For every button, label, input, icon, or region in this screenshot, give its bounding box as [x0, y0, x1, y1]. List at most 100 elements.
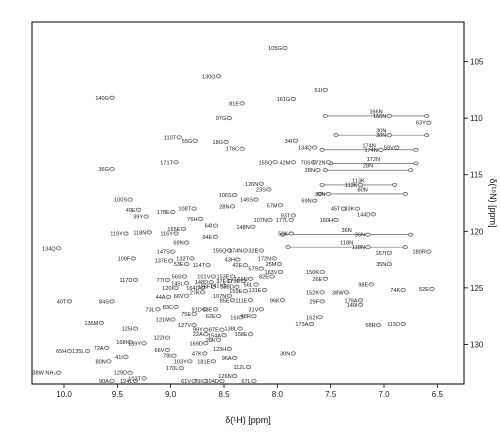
side-chain-label: 28N — [363, 164, 373, 170]
peak-marker — [292, 138, 299, 143]
peak-label: 131E — [248, 288, 261, 294]
peak-marker — [229, 298, 236, 303]
peak-label: 37E — [216, 279, 226, 285]
side-chain-label: 166N — [369, 109, 382, 115]
peak-label: 96A — [222, 356, 232, 362]
peak-marker — [127, 370, 133, 375]
side-chain-peak — [317, 191, 323, 196]
peak-marker — [376, 323, 382, 328]
peak-label: 42E — [232, 263, 242, 269]
peak-marker — [386, 262, 392, 267]
peak-label: 41I — [115, 355, 123, 361]
x-tick-label: 10.0 — [56, 390, 72, 399]
peak-label: 147S — [157, 250, 170, 256]
peak-label: 119Y — [110, 232, 123, 238]
peak-marker — [253, 282, 259, 287]
x-tick-label: 9.0 — [165, 390, 177, 399]
peak-marker — [226, 248, 232, 253]
peak-label: 155Q — [259, 160, 273, 166]
peak-marker — [184, 293, 190, 298]
peak-marker — [127, 197, 133, 202]
side-chain-peak — [424, 113, 430, 118]
peak-label: 83C — [163, 305, 173, 311]
peak-label: 122I — [154, 336, 165, 342]
peak-label: 99Y — [193, 328, 203, 334]
peak-marker — [223, 139, 229, 144]
peak-marker — [288, 231, 294, 236]
peak-marker — [266, 187, 272, 192]
peak-marker — [235, 257, 241, 262]
peak-label: 159E — [229, 289, 242, 295]
peak-marker — [173, 160, 179, 165]
peak-label: 114T — [193, 263, 206, 269]
side-chain-label: 174N — [362, 143, 375, 149]
peak-marker — [132, 326, 139, 331]
peak-marker — [319, 269, 325, 275]
side-chain-peak — [319, 182, 325, 187]
peak-marker — [203, 341, 209, 346]
peak-label: 101V — [197, 275, 210, 281]
peak-marker — [258, 266, 264, 271]
peak-marker — [164, 335, 171, 340]
side-chain-peak — [392, 182, 398, 187]
peak-label: 77I — [157, 278, 165, 284]
peak-label: 44A — [156, 295, 166, 301]
peak-marker — [141, 376, 147, 381]
peak-label: 180R — [412, 250, 425, 256]
y-tick-label: 105 — [470, 58, 484, 67]
peak-marker — [226, 293, 232, 298]
peak-label: 128F — [198, 285, 211, 291]
peak-marker — [191, 323, 197, 328]
peak-label: 31V — [248, 307, 258, 313]
side-chain-peak — [424, 133, 430, 138]
peak-marker — [202, 351, 208, 356]
peak-label: 172N — [258, 256, 271, 262]
peak-label: 112L — [234, 365, 246, 371]
peak-marker — [200, 290, 206, 295]
peak-marker — [238, 315, 244, 320]
peak-label: 100S — [114, 198, 127, 204]
peak-label: 67L — [242, 379, 251, 385]
peak-label: 25M — [266, 262, 277, 268]
peak-label: 117D — [119, 278, 132, 284]
peak-marker — [98, 320, 104, 325]
peak-marker — [239, 146, 245, 151]
peak-marker — [170, 249, 176, 254]
peak-label: 140G — [95, 96, 109, 102]
side-chain-peak — [280, 232, 286, 237]
peak-marker — [229, 274, 236, 279]
y-axis-title: δ(¹⁵N) [ppm] — [488, 178, 498, 227]
peak-label: 121M — [156, 318, 170, 324]
peak-marker — [192, 138, 198, 143]
peak-label: 28N — [219, 204, 229, 210]
peak-label: 170L — [166, 366, 178, 372]
peak-label: 22A — [193, 332, 203, 338]
peak-marker — [109, 299, 115, 304]
x-tick-label: 7.5 — [325, 390, 337, 399]
peak-label: 55G — [182, 139, 193, 145]
side-chain-peak — [413, 147, 419, 152]
peak-marker — [242, 248, 248, 253]
peak-marker — [212, 234, 219, 239]
peak-label: 134Q — [42, 246, 56, 252]
peak-marker — [210, 284, 216, 289]
peak-label: 115D — [387, 322, 400, 328]
peak-label: 53E — [174, 262, 184, 268]
peak-marker — [173, 285, 179, 290]
peak-marker — [155, 307, 161, 312]
peak-marker — [164, 348, 171, 353]
peak-label: 166N — [234, 277, 247, 283]
x-tick-label: 7.0 — [378, 390, 390, 399]
peak-marker — [170, 317, 176, 322]
peak-marker — [181, 274, 188, 279]
peak-marker — [132, 277, 139, 282]
peak-label: 66V — [174, 294, 184, 300]
peak-label: 136M — [84, 321, 98, 327]
peak-label: 45T — [331, 207, 341, 213]
peak-label: 63Y — [416, 121, 426, 127]
peak-marker — [229, 204, 236, 209]
peak-marker — [394, 145, 400, 150]
peak-markers — [56, 45, 435, 384]
